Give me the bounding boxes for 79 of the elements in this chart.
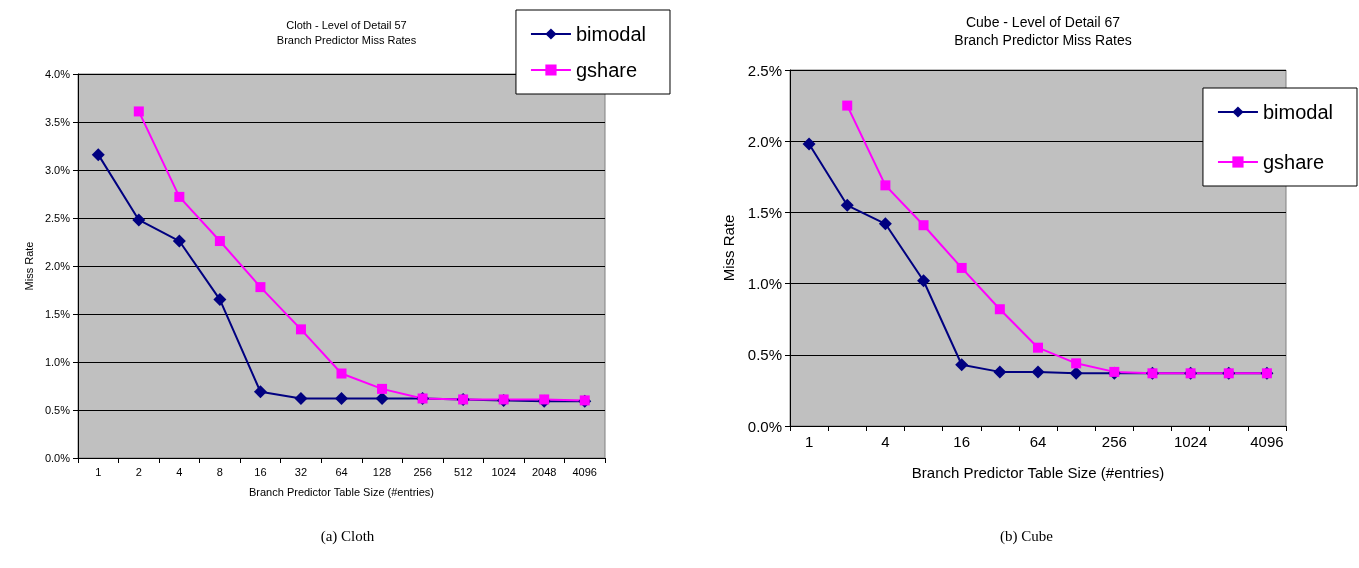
y-axis-title: Miss Rate [720, 214, 737, 282]
point [255, 282, 266, 293]
legend-label: bimodal [575, 23, 647, 45]
y-tick-label: 0.0% [44, 452, 71, 464]
y-tick-label: 2.5% [747, 61, 782, 79]
point [802, 137, 816, 151]
x-tick-label: 2048 [531, 465, 557, 478]
point [1069, 366, 1083, 380]
x-tick-label: 16 [953, 433, 971, 450]
point [956, 262, 967, 273]
y-tick-label: 3.0% [44, 164, 71, 176]
point [253, 385, 267, 399]
point [295, 324, 306, 335]
point [918, 220, 929, 231]
x-axis-title: Branch Predictor Table Size (#entries) [911, 464, 1165, 481]
x-tick-label: 2 [135, 465, 142, 478]
point [375, 391, 389, 405]
point [91, 148, 105, 162]
point [993, 365, 1007, 379]
legend-label: gshare [575, 59, 638, 81]
chart-title: Cube - Level of Detail 67 [965, 14, 1121, 30]
x-tick-label: 4096 [572, 465, 597, 478]
y-axis-title: Miss Rate [22, 241, 35, 291]
point [335, 391, 348, 405]
x-tick-label: 32 [294, 465, 308, 478]
point [1031, 365, 1045, 379]
point [878, 217, 892, 231]
x-tick-label: 4 [176, 465, 183, 478]
y-tick-label: 1.5% [44, 308, 71, 320]
point [133, 106, 144, 117]
y-tick-label: 0.5% [44, 404, 71, 416]
chart-subtitle: Branch Predictor Miss Rates [276, 33, 417, 46]
y-tick-label: 2.5% [44, 212, 71, 224]
point [880, 180, 891, 191]
point [994, 304, 1005, 315]
point [840, 198, 854, 212]
point [213, 293, 227, 307]
y-tick-label: 1.0% [44, 356, 71, 368]
x-tick-label: 128 [372, 465, 392, 478]
legend-label: gshare [1262, 151, 1325, 173]
point [377, 383, 388, 394]
x-tick-label: 1 [804, 433, 814, 450]
chart-subtitle: Branch Predictor Miss Rates [954, 32, 1132, 48]
point [132, 213, 146, 227]
point [336, 368, 347, 379]
x-tick-label: 1024 [491, 465, 516, 478]
point [1033, 342, 1043, 353]
point [1071, 358, 1082, 369]
y-tick-label: 1.5% [747, 203, 782, 221]
point [917, 274, 931, 288]
x-tick-label: 16 [254, 465, 267, 478]
point [174, 191, 185, 202]
x-tick-label: 4096 [1250, 433, 1284, 450]
point [172, 234, 186, 248]
y-tick-label: 2.0% [747, 132, 782, 150]
x-tick-label: 512 [453, 465, 473, 478]
x-tick-label: 64 [1029, 433, 1047, 450]
chart-title: Cloth - Level of Detail 57 [286, 18, 407, 31]
x-axis-title: Branch Predictor Table Size (#entries) [248, 486, 435, 499]
point [214, 236, 225, 247]
x-tick-label: 256 [413, 465, 432, 478]
y-tick-label: 0.0% [747, 417, 782, 435]
legend-label: bimodal [1262, 101, 1334, 123]
text: (b) Cube [1000, 527, 1054, 545]
y-tick-label: 0.5% [747, 346, 782, 364]
point [955, 358, 969, 372]
point [294, 391, 308, 405]
text: (a) Cloth [320, 527, 375, 545]
x-tick-label: 256 [1101, 433, 1127, 450]
y-tick-label: 3.5% [44, 116, 71, 128]
y-tick-label: 1.0% [747, 275, 782, 293]
x-tick-label: 64 [335, 465, 348, 478]
y-tick-label: 2.0% [44, 260, 71, 272]
point [842, 100, 853, 111]
x-tick-label: 1024 [1173, 433, 1208, 450]
x-tick-label: 1 [95, 465, 102, 478]
x-tick-label: 4 [881, 433, 890, 450]
x-tick-label: 8 [216, 465, 223, 478]
y-tick-label: 4.0% [44, 68, 71, 80]
